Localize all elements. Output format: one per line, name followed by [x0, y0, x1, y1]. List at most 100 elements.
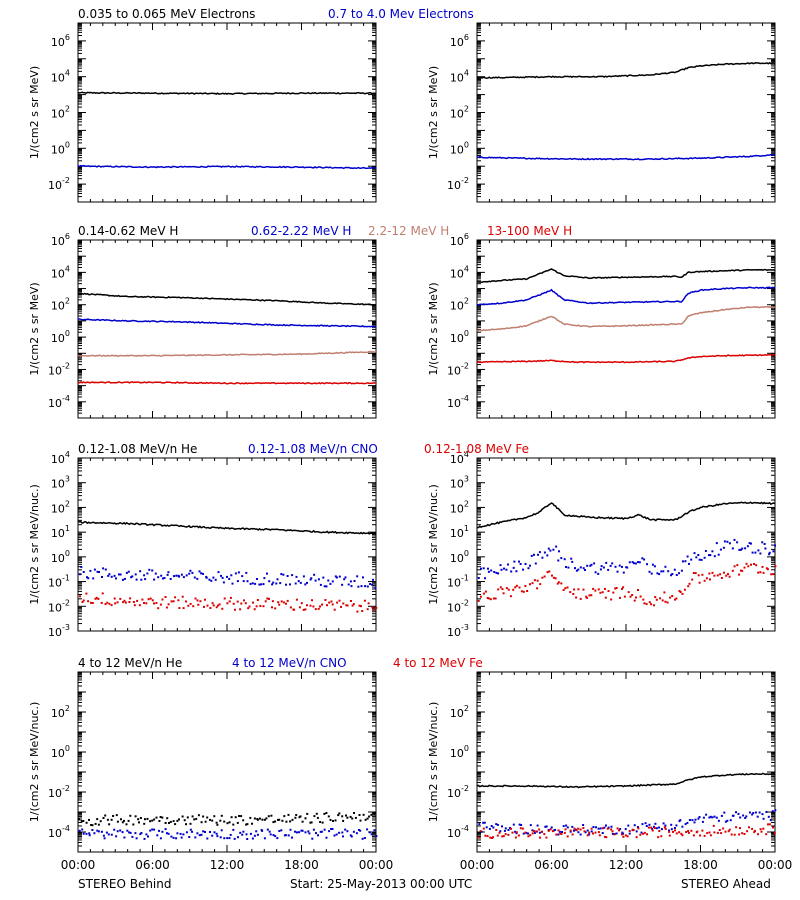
data-point [98, 571, 100, 573]
data-point [527, 832, 530, 835]
data-point [648, 823, 651, 826]
y-tick-label: 10-3 [447, 623, 469, 639]
y-tick-label: 103 [450, 475, 469, 491]
data-point [167, 832, 170, 835]
data-point [736, 541, 739, 544]
data-point [678, 572, 680, 575]
y-tick-label: 106 [450, 232, 469, 248]
data-point [738, 548, 741, 551]
data-point [143, 574, 146, 577]
data-point [634, 562, 637, 565]
data-point [88, 834, 91, 837]
data-point [189, 569, 192, 572]
data-point [701, 820, 704, 823]
data-point [610, 828, 613, 831]
data-point [341, 815, 344, 818]
data-point [240, 815, 243, 818]
data-point [91, 602, 94, 604]
data-point [624, 834, 627, 837]
data-point [479, 595, 482, 598]
data-point [527, 835, 530, 838]
data-point [748, 826, 750, 829]
data-point [524, 563, 527, 565]
data-point [167, 571, 170, 574]
data-point [353, 812, 355, 814]
data-point [764, 547, 767, 550]
data-point [119, 573, 122, 576]
data-point [726, 540, 729, 543]
data-point [319, 830, 322, 833]
data-point [159, 837, 162, 840]
data-point [151, 828, 154, 831]
data-point [284, 834, 287, 837]
data-point [684, 823, 687, 826]
data-point [715, 542, 718, 545]
data-point [149, 829, 152, 832]
data-point [344, 576, 347, 579]
data-point [552, 576, 555, 579]
data-point [317, 578, 320, 581]
data-point [332, 820, 334, 822]
data-point [236, 580, 239, 583]
data-point [757, 571, 760, 574]
data-point [514, 836, 517, 839]
data-point [169, 820, 172, 823]
data-point [356, 575, 359, 578]
data-point [558, 830, 561, 833]
data-point [632, 829, 635, 832]
data-point [713, 555, 716, 558]
series-line [476, 61, 776, 79]
data-point [607, 826, 610, 829]
y-tick-label: 10-2 [48, 598, 70, 614]
data-point [738, 833, 741, 836]
data-point [532, 830, 535, 832]
data-point [374, 586, 377, 589]
data-point [571, 560, 574, 563]
data-point [688, 582, 691, 585]
data-point [276, 578, 279, 581]
data-point [321, 821, 324, 824]
axes-frame [476, 457, 776, 632]
series-line [77, 381, 377, 385]
data-point [651, 827, 654, 830]
data-point [143, 837, 146, 840]
data-point [658, 830, 661, 832]
data-point [226, 602, 229, 605]
data-point [748, 811, 751, 814]
data-point [245, 823, 248, 826]
data-point [670, 574, 673, 577]
data-point [169, 578, 172, 580]
data-point [741, 832, 744, 835]
data-point [241, 833, 244, 836]
data-point [164, 596, 167, 598]
series-line [476, 268, 776, 283]
data-point [82, 832, 85, 835]
y-tick-label: 100 [51, 549, 70, 565]
data-point [681, 834, 684, 837]
series-line [476, 286, 776, 306]
data-point [349, 815, 352, 818]
data-point [166, 817, 169, 820]
data-point [601, 827, 604, 830]
series-dots [79, 592, 378, 613]
data-point [629, 595, 632, 598]
data-point [597, 588, 600, 591]
data-point [191, 830, 193, 833]
y-tick-label: 106 [51, 33, 70, 49]
data-point [143, 602, 145, 604]
data-point [502, 835, 505, 838]
data-point [602, 566, 605, 569]
y-axis-label: 1/(cm2 s sr MeV/nuc.) [28, 702, 41, 823]
data-point [345, 814, 347, 817]
data-point [722, 827, 725, 830]
y-tick-label: 10-2 [48, 361, 70, 377]
data-point [662, 570, 665, 573]
data-point [114, 602, 117, 605]
data-point [119, 597, 122, 600]
data-point [586, 829, 589, 832]
data-point [251, 837, 254, 840]
data-point [507, 563, 509, 566]
data-point [327, 579, 330, 582]
data-point [664, 600, 667, 603]
data-point [575, 569, 578, 572]
